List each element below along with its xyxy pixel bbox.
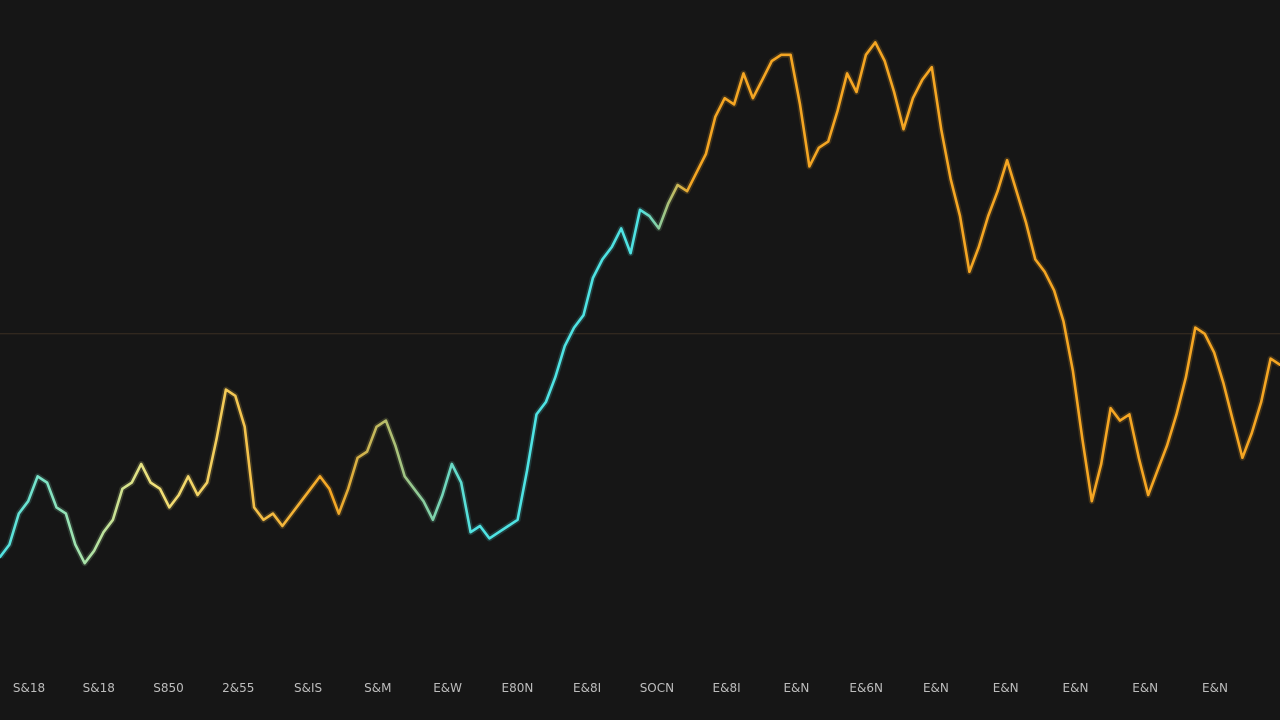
x-tick-label: E&N <box>783 681 809 695</box>
x-tick-label: S&IS <box>294 681 322 695</box>
x-tick-label: E&6N <box>849 681 883 695</box>
series-group <box>0 39 1280 567</box>
x-tick-label: E80N <box>501 681 533 695</box>
x-tick-label: 2&55 <box>222 681 254 695</box>
x-tick-label: S&18 <box>83 681 115 695</box>
series-line <box>0 41 1280 565</box>
x-tick-label: S&18 <box>13 681 45 695</box>
x-tick-label: E&8I <box>713 681 741 695</box>
x-tick-label: S&M <box>364 681 391 695</box>
x-axis-ticks: S&18 S&18 S850 2&55 S&IS S&M E&W E80N E&8I SOCN E&… <box>13 681 1228 695</box>
x-tick-label: E&8I <box>573 681 601 695</box>
x-tick-label: E&W <box>433 681 462 695</box>
x-tick-label: SOCN <box>640 681 674 695</box>
x-tick-label: S850 <box>153 681 184 695</box>
x-tick-label: E&N <box>1202 681 1228 695</box>
x-tick-label: E&N <box>993 681 1019 695</box>
x-tick-label: E&N <box>1063 681 1089 695</box>
x-tick-label: E&N <box>923 681 949 695</box>
x-tick-label: E&N <box>1132 681 1158 695</box>
